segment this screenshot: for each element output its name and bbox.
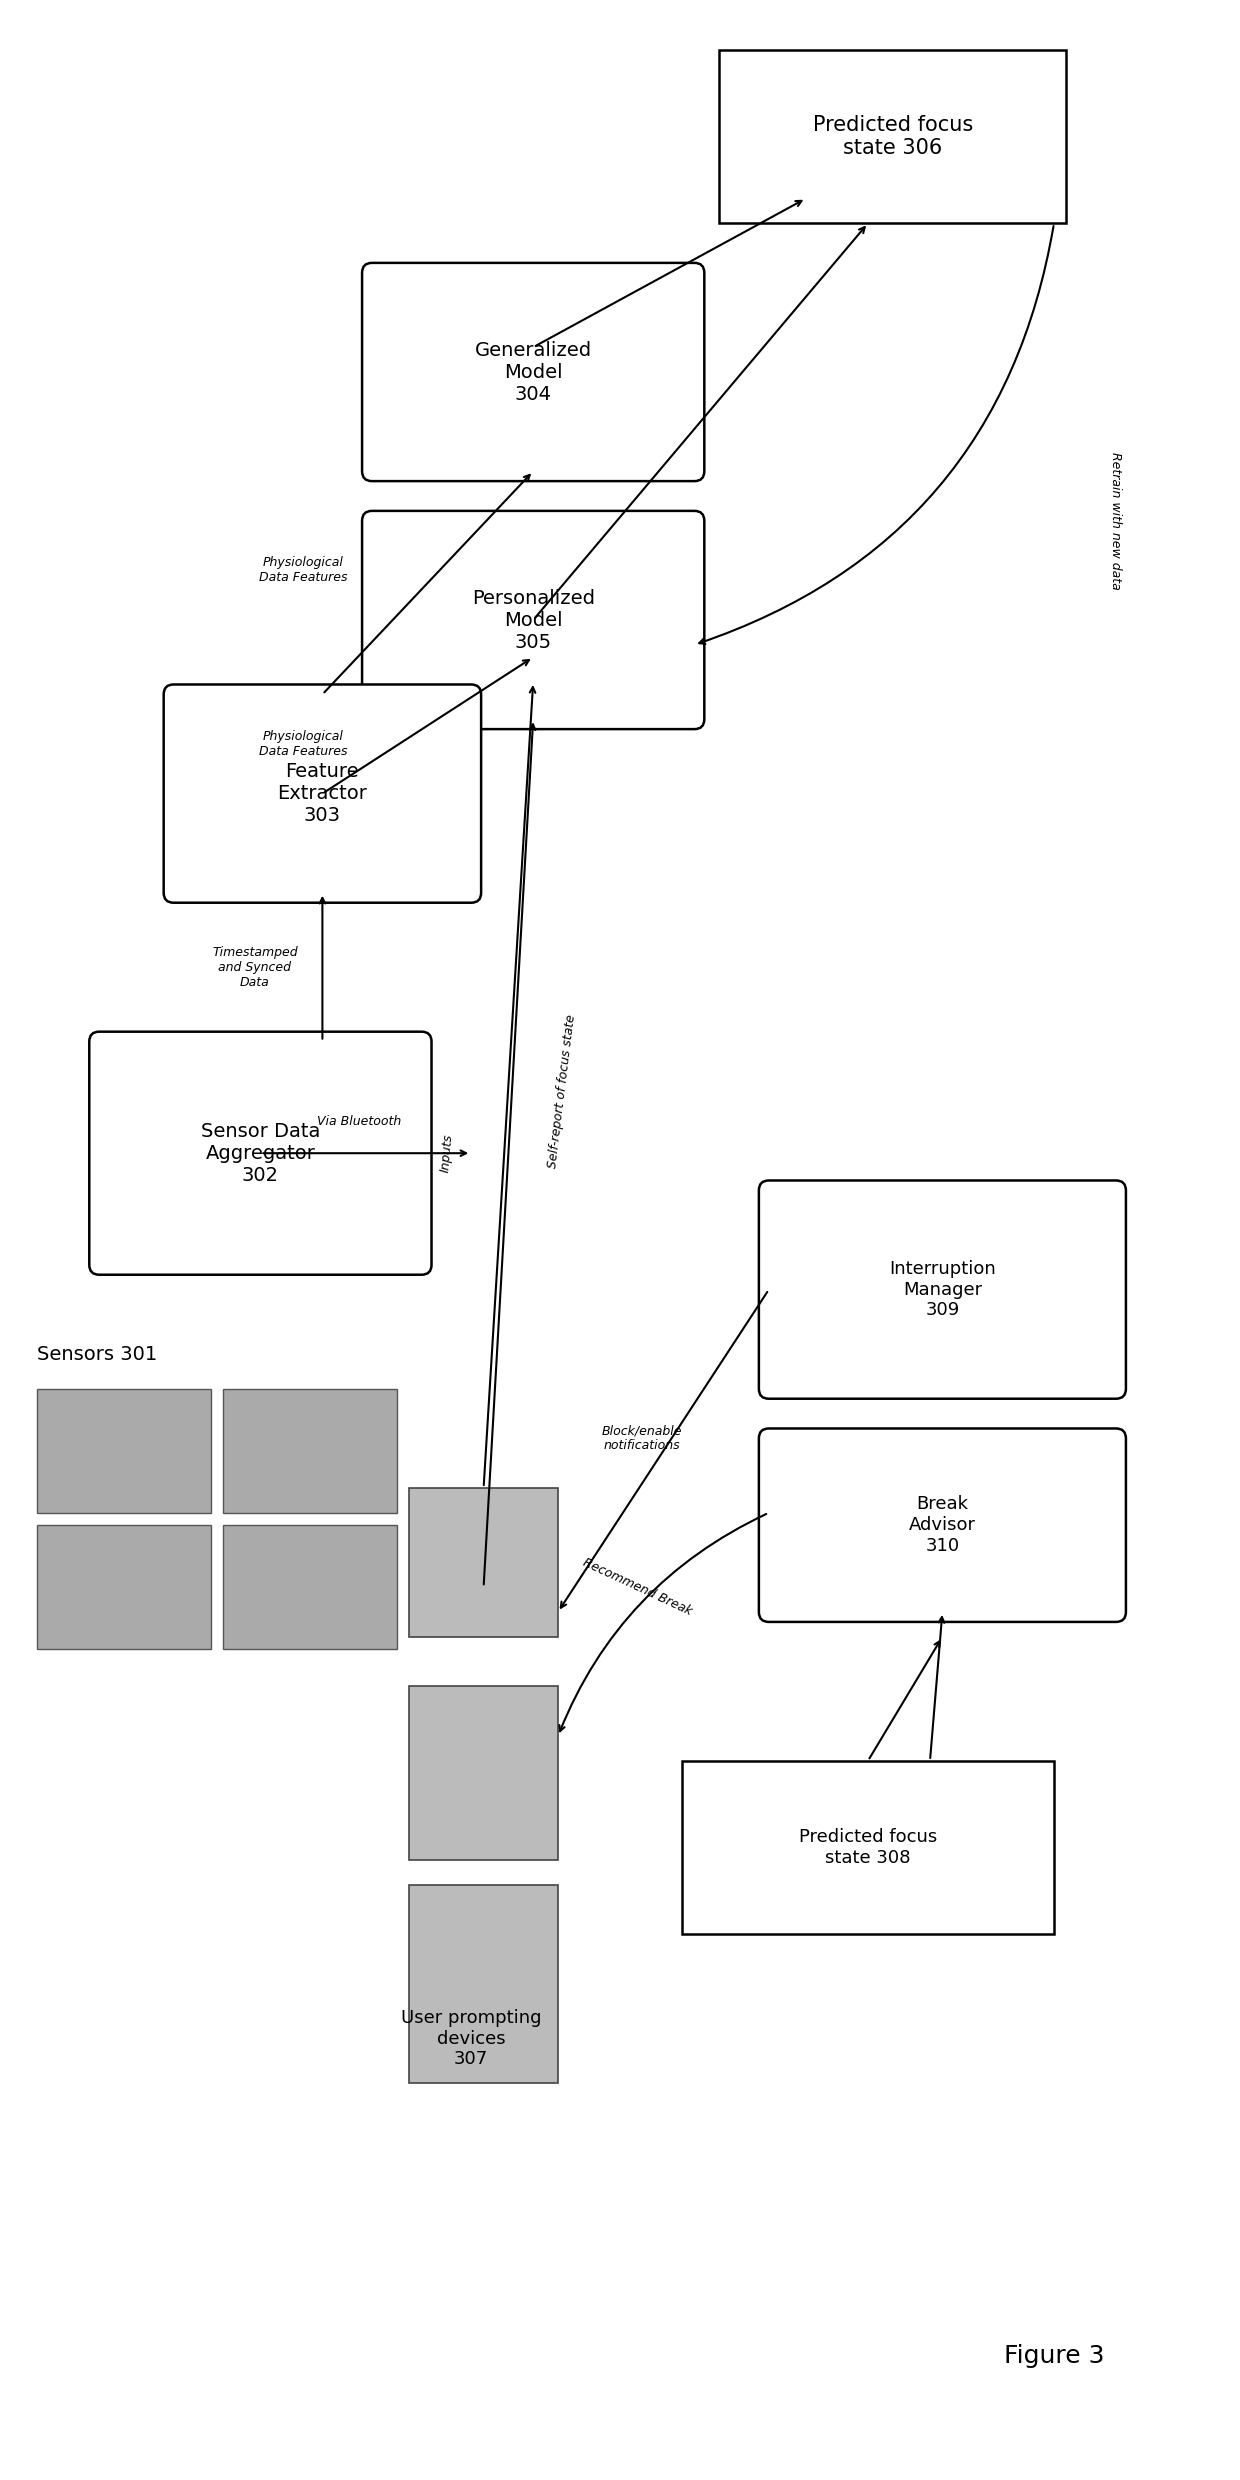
Bar (409, 1885, 558, 2083)
Text: Figure 3: Figure 3 (1003, 2344, 1105, 2368)
Bar (682, 1761, 1054, 1934)
Bar (409, 1488, 558, 1637)
FancyBboxPatch shape (164, 684, 481, 903)
Bar (409, 1686, 558, 1860)
Text: Personalized
Model
305: Personalized Model 305 (471, 588, 595, 652)
Text: Physiological
Data Features: Physiological Data Features (259, 556, 347, 585)
Text: Physiological
Data Features: Physiological Data Features (259, 729, 347, 759)
Text: Break
Advisor
310: Break Advisor 310 (909, 1495, 976, 1555)
FancyBboxPatch shape (89, 1032, 432, 1275)
Bar (37, 1389, 211, 1513)
Text: Inputs: Inputs (438, 1133, 455, 1173)
FancyBboxPatch shape (362, 263, 704, 481)
Bar (37, 1525, 211, 1649)
Text: Feature
Extractor
303: Feature Extractor 303 (278, 761, 367, 826)
FancyBboxPatch shape (362, 511, 704, 729)
Bar (719, 50, 1066, 223)
Text: Retrain with new data: Retrain with new data (1110, 451, 1122, 590)
FancyBboxPatch shape (759, 1180, 1126, 1399)
Text: Interruption
Manager
309: Interruption Manager 309 (889, 1260, 996, 1319)
Bar (223, 1389, 397, 1513)
Text: Generalized
Model
304: Generalized Model 304 (475, 340, 591, 404)
Text: User prompting
devices
307: User prompting devices 307 (401, 2009, 542, 2068)
FancyBboxPatch shape (759, 1428, 1126, 1622)
Text: Self-report of focus state: Self-report of focus state (546, 1014, 578, 1168)
Text: Predicted focus
state 308: Predicted focus state 308 (799, 1828, 937, 1867)
Text: Predicted focus
state 306: Predicted focus state 306 (812, 114, 973, 159)
Text: Sensor Data
Aggregator
302: Sensor Data Aggregator 302 (201, 1121, 320, 1185)
Text: Via Bluetooth: Via Bluetooth (317, 1116, 402, 1128)
Text: Recommend Break: Recommend Break (582, 1555, 694, 1619)
Bar (223, 1525, 397, 1649)
Text: Sensors 301: Sensors 301 (37, 1344, 157, 1364)
Text: Block/enable
notifications: Block/enable notifications (601, 1424, 682, 1453)
Text: Timestamped
and Synced
Data: Timestamped and Synced Data (212, 945, 298, 990)
